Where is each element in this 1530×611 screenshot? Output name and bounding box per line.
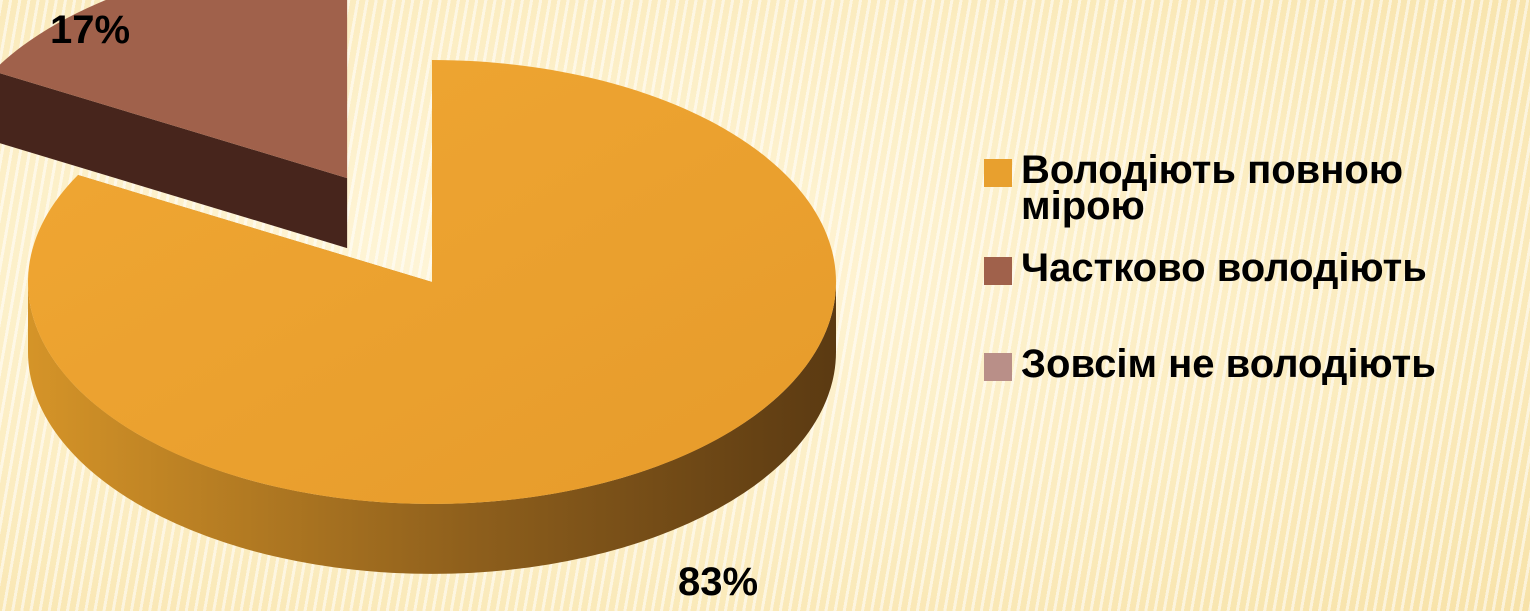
legend-label-partial: Частково володіють — [1021, 246, 1427, 290]
legend-swatch-partial — [984, 257, 1012, 285]
pie-slice-top-0 — [27, 60, 836, 505]
data-label-full: 83% — [678, 560, 759, 604]
legend-label-none: Зовсім не володіють — [1021, 342, 1436, 386]
pie-slice-top-1 — [0, 0, 348, 179]
legend-swatch-full — [984, 159, 1012, 187]
legend-item-none: Зовсім не володіють — [984, 342, 1511, 386]
legend-item-full: Володіють повною мірою — [984, 148, 1511, 228]
pie-slice-wall-1-0 — [0, 73, 348, 249]
pie-slice-1 — [0, 0, 348, 249]
pie-slices — [0, 0, 836, 574]
data-label-partial: 17% — [50, 8, 131, 52]
legend-swatch-none — [984, 353, 1012, 381]
legend-item-partial: Частково володіють — [984, 246, 1511, 290]
pie-slice-0 — [27, 60, 836, 574]
legend-label-full: Володіють повною мірою — [1021, 148, 1404, 228]
pie-slice-rim-0 — [28, 282, 836, 574]
